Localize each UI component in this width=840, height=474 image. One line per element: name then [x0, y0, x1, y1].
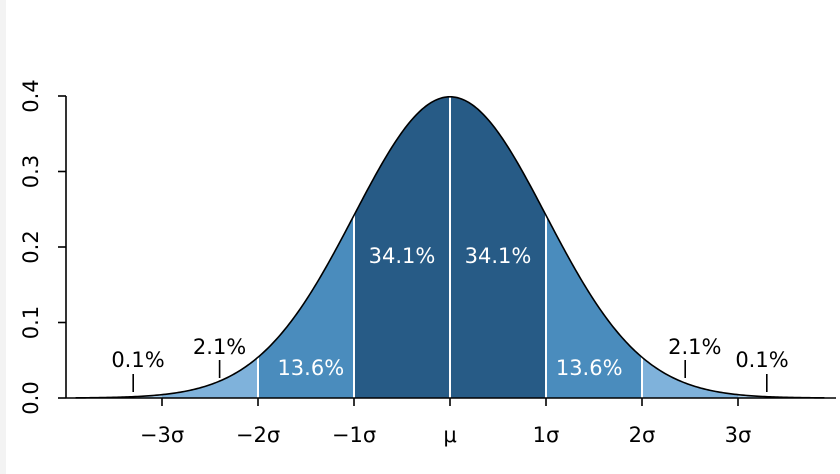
x-tick-label: 3σ [725, 423, 752, 447]
region-dividers [257, 96, 643, 398]
region-4 [162, 357, 258, 398]
density-curve [75, 95, 825, 399]
y-tick-label: 0.2 [19, 230, 43, 263]
axes: 0.0 0.1 0.2 0.3 0.4 −3σ −2σ −1σ μ 1σ 2σ 3σ [19, 79, 836, 447]
label-2-1-left: 2.1% [193, 335, 246, 359]
x-tick-label: −3σ [140, 423, 184, 447]
x-tick-label: μ [443, 423, 456, 447]
region-7 [738, 394, 825, 398]
region-6 [75, 394, 162, 398]
y-tick-label: 0.0 [19, 381, 43, 414]
x-tick-label: −1σ [332, 423, 376, 447]
left-margin-strip [0, 0, 6, 474]
labels: 34.1% 34.1% 13.6% 13.6% 2.1% 2.1% 0.1% 0.1% [111, 244, 789, 392]
x-tick-label: 2σ [629, 423, 656, 447]
region-5 [642, 357, 738, 398]
label-34-1-left: 34.1% [369, 244, 436, 268]
x-tick-label: 1σ [533, 423, 560, 447]
label-0-1-right: 0.1% [735, 348, 788, 372]
y-tick-label: 0.1 [19, 306, 43, 339]
label-2-1-right: 2.1% [668, 335, 721, 359]
label-34-1-right: 34.1% [465, 244, 532, 268]
y-tick-label: 0.4 [19, 79, 43, 112]
label-13-6-left: 13.6% [277, 356, 344, 380]
x-tick-label: −2σ [236, 423, 280, 447]
label-13-6-right: 13.6% [556, 356, 623, 380]
y-tick-label: 0.3 [19, 155, 43, 188]
label-0-1-left: 0.1% [111, 348, 164, 372]
